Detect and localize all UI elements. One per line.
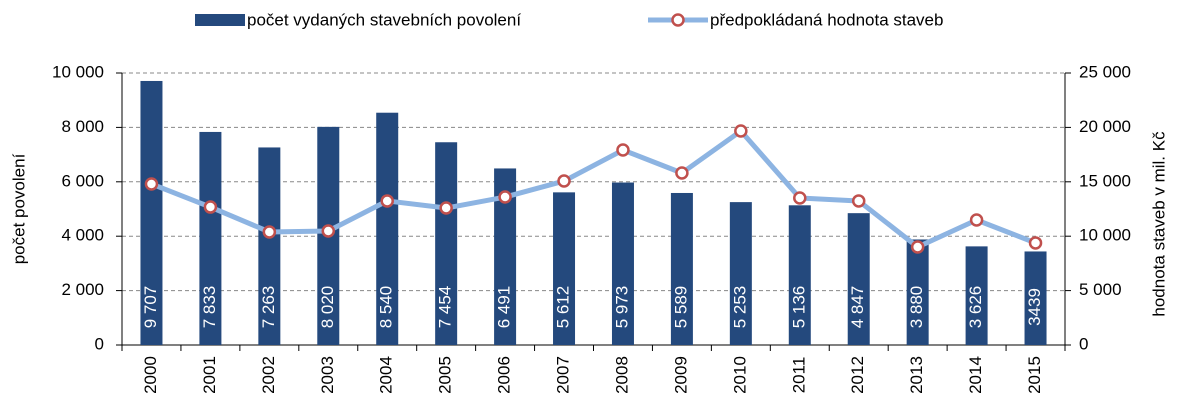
line-marker bbox=[262, 225, 277, 239]
bar-value-label: 8 540 bbox=[377, 286, 396, 329]
x-tick-label: 2003 bbox=[318, 356, 337, 394]
y2-tick-label: 5 000 bbox=[1079, 280, 1122, 299]
line bbox=[150, 128, 1037, 250]
line-marker bbox=[616, 143, 630, 157]
bar bbox=[435, 142, 458, 345]
bar-value-label: 4 847 bbox=[848, 286, 867, 329]
bar bbox=[906, 239, 929, 345]
line-marker bbox=[969, 213, 984, 227]
y-tick-label: 0 bbox=[95, 334, 104, 353]
y-axis-label: počet povolení bbox=[9, 153, 28, 264]
bar-value-label: 7 454 bbox=[436, 286, 455, 329]
bar bbox=[199, 131, 222, 345]
x-tick-label: 2002 bbox=[259, 356, 278, 394]
x-tick-label: 2014 bbox=[966, 356, 985, 394]
line-marker bbox=[910, 240, 925, 254]
line-marker bbox=[439, 201, 453, 215]
bar bbox=[258, 147, 281, 345]
bar-value-label: 3439 bbox=[1025, 288, 1044, 326]
line-marker bbox=[793, 191, 807, 205]
bar-value-label: 5 253 bbox=[730, 286, 749, 329]
bar bbox=[1024, 251, 1047, 345]
line-marker bbox=[734, 124, 748, 138]
x-tick-label: 2007 bbox=[554, 356, 573, 394]
x-tick-label: 2009 bbox=[671, 356, 690, 394]
legend-marker bbox=[671, 13, 685, 27]
y2-tick-label: 25 000 bbox=[1079, 62, 1131, 81]
legend-label: počet vydaných stavebních povolení bbox=[247, 10, 521, 29]
bar bbox=[847, 213, 870, 345]
line-marker bbox=[557, 174, 571, 188]
legend-swatch bbox=[195, 14, 245, 26]
bar-value-label: 5 136 bbox=[789, 286, 808, 329]
y-tick-label: 10 000 bbox=[52, 62, 104, 81]
x-tick-label: 2012 bbox=[848, 356, 867, 394]
y2-tick-label: 20 000 bbox=[1079, 117, 1131, 136]
bar bbox=[965, 246, 988, 345]
bar bbox=[788, 205, 811, 345]
line-marker bbox=[1028, 236, 1043, 250]
x-tick-label: 2013 bbox=[907, 356, 926, 394]
y-tick-label: 6 000 bbox=[61, 171, 104, 190]
y-tick-label: 4 000 bbox=[61, 226, 104, 245]
y2-tick-label: 15 000 bbox=[1079, 171, 1131, 190]
bar bbox=[494, 168, 517, 345]
line-marker bbox=[321, 224, 336, 238]
line-marker bbox=[498, 190, 512, 204]
x-tick-label: 2000 bbox=[141, 356, 160, 394]
bar-value-label: 7 833 bbox=[200, 286, 219, 329]
bar-value-label: 9 707 bbox=[141, 286, 160, 329]
line-marker bbox=[380, 194, 394, 208]
bar-value-label: 6 491 bbox=[495, 286, 514, 329]
bar-value-label: 5 973 bbox=[612, 286, 631, 329]
x-tick-label: 2015 bbox=[1025, 356, 1044, 394]
bar-value-label: 8 020 bbox=[318, 286, 337, 329]
bar-value-label: 7 263 bbox=[259, 286, 278, 329]
y2-axis-label: hodnota staveb v mil. Kč bbox=[1149, 131, 1168, 317]
x-tick-label: 2001 bbox=[200, 356, 219, 394]
bar bbox=[140, 80, 163, 345]
bar-value-label: 3 626 bbox=[966, 286, 985, 329]
bar bbox=[553, 192, 576, 345]
line-marker bbox=[144, 177, 159, 191]
y2-tick-label: 10 000 bbox=[1079, 226, 1131, 245]
y-tick-label: 8 000 bbox=[61, 117, 104, 136]
bar bbox=[376, 112, 399, 345]
bar bbox=[670, 192, 693, 345]
bar bbox=[729, 202, 752, 345]
x-tick-label: 2010 bbox=[730, 356, 749, 394]
x-tick-label: 2005 bbox=[436, 356, 455, 394]
bar-value-label: 3 880 bbox=[907, 286, 926, 329]
line-marker bbox=[851, 194, 866, 208]
bar bbox=[611, 182, 634, 345]
x-tick-label: 2011 bbox=[789, 357, 808, 394]
y-tick-label: 2 000 bbox=[61, 280, 104, 299]
legend-label: předpokládaná hodnota staveb bbox=[710, 10, 943, 29]
bar-value-label: 5 589 bbox=[671, 286, 690, 329]
x-tick-label: 2008 bbox=[612, 356, 631, 394]
y2-tick-label: 0 bbox=[1079, 334, 1088, 353]
line-marker bbox=[675, 166, 689, 180]
x-tick-label: 2004 bbox=[377, 356, 396, 394]
bar-value-label: 5 612 bbox=[554, 286, 573, 329]
x-tick-label: 2006 bbox=[495, 356, 514, 394]
line-marker bbox=[203, 200, 218, 214]
